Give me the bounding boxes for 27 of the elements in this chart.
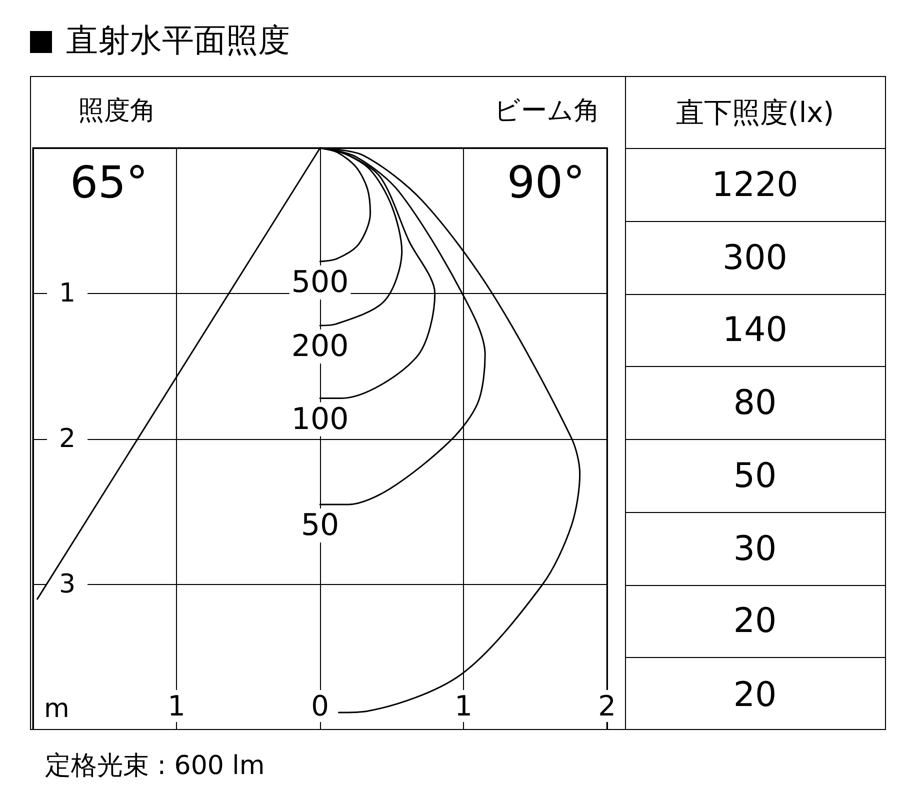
text: 140 xyxy=(625,294,885,368)
x-axis-title: m xyxy=(44,694,70,724)
series-label: 500 xyxy=(291,264,349,300)
series-label: 50 xyxy=(300,508,340,543)
x-tick-label: 2 xyxy=(598,690,616,722)
y-tick-label: 1 xyxy=(59,278,76,308)
annotation: 90° xyxy=(507,158,586,208)
text: 20 xyxy=(625,586,885,658)
x-tick-label: 0 xyxy=(311,690,329,722)
text: 50 xyxy=(625,440,885,513)
text: 直下照度(lx) xyxy=(625,77,885,149)
text: 定格光束 : 600 lm xyxy=(45,750,265,783)
series-label: 200 xyxy=(291,329,349,364)
x-tick-label: 1 xyxy=(168,690,186,722)
text: 照度角 xyxy=(78,96,156,126)
y-tick-label: 3 xyxy=(59,570,76,600)
text: 80 xyxy=(625,367,885,440)
annotation: 65° xyxy=(70,158,148,208)
x-tick-label: 1 xyxy=(454,690,472,722)
series-label: 100 xyxy=(291,402,349,437)
text: ビーム角 xyxy=(494,96,600,126)
text: 1220 xyxy=(625,149,885,222)
text: 30 xyxy=(625,512,885,586)
chart-title: 直射水平面照度 xyxy=(66,20,290,60)
y-tick-label: 2 xyxy=(59,424,76,454)
text: 20 xyxy=(732,674,778,717)
text: 300 xyxy=(625,222,885,294)
